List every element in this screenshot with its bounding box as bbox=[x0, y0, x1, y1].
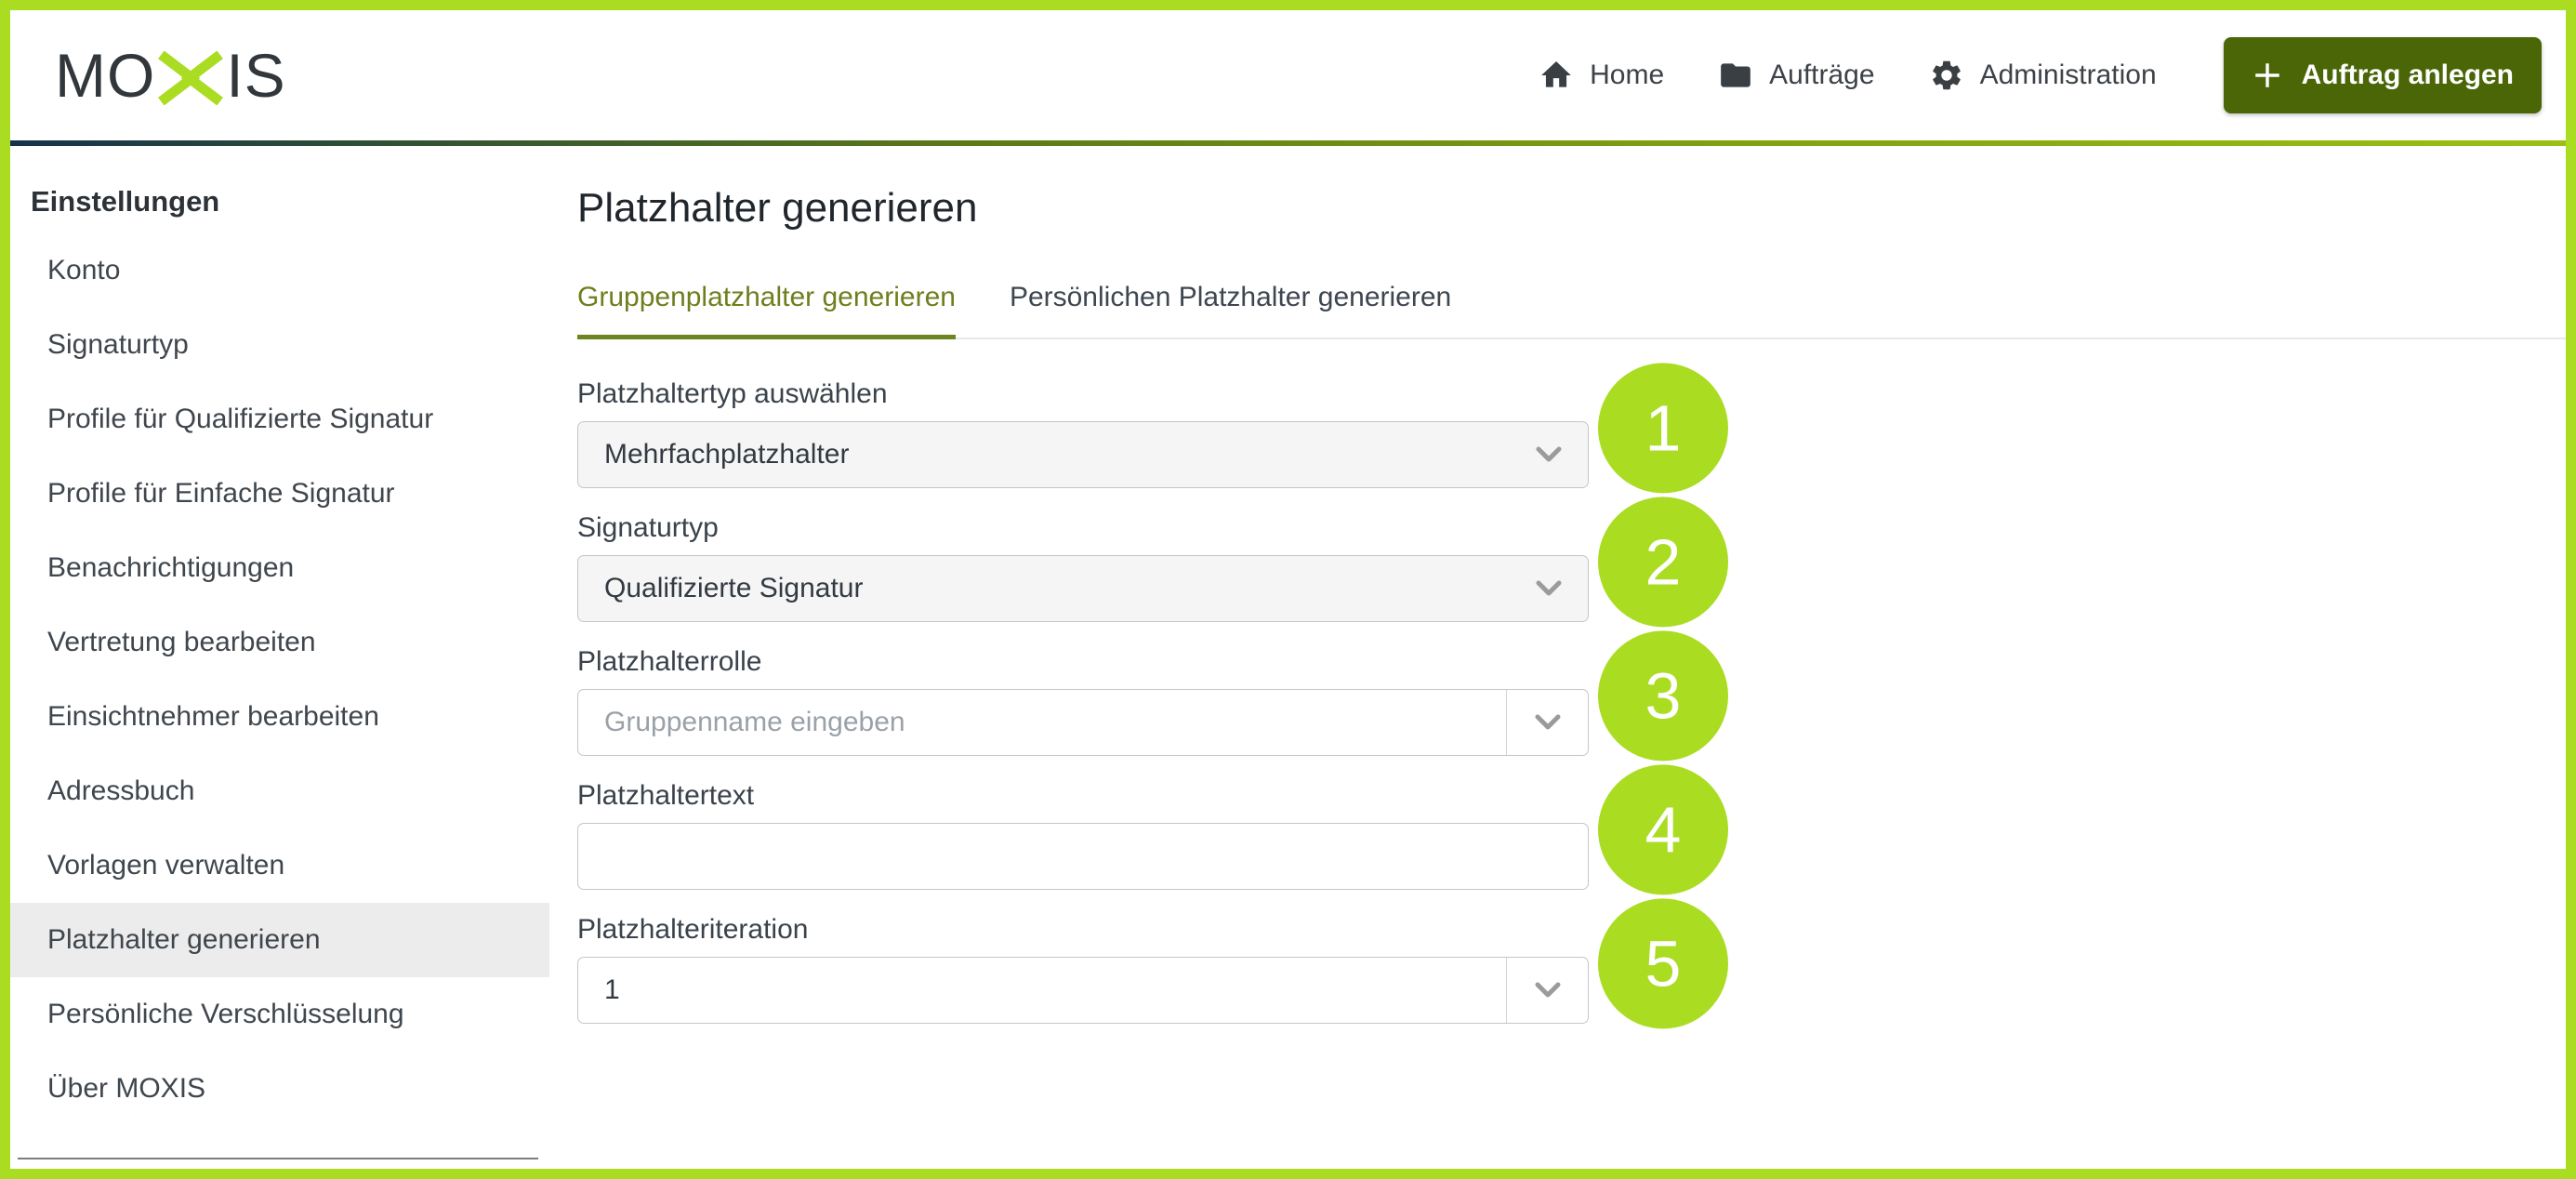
nav-label: Administration bbox=[1979, 60, 2157, 90]
create-order-button[interactable]: Auftrag anlegen bbox=[2223, 37, 2542, 113]
sidebar-item-profile-qualifizierte-signatur[interactable]: Profile für Qualifizierte Signatur bbox=[47, 404, 434, 434]
chevron-down-icon bbox=[1535, 714, 1560, 730]
combobox-caret-button[interactable] bbox=[1506, 690, 1588, 755]
field-signaturtyp: Signaturtyp Qualifizierte Signatur 2 bbox=[577, 497, 1728, 628]
header-gradient-divider bbox=[10, 140, 2566, 146]
sidebar-item-ueber-moxis[interactable]: Über MOXIS bbox=[47, 1073, 206, 1104]
logo-text-mo: MO bbox=[55, 41, 156, 110]
platzhaltertext-input[interactable] bbox=[577, 823, 1589, 890]
nav-item-auftraege[interactable]: Aufträge bbox=[1718, 58, 1875, 93]
sidebar-item-profile-einfache-signatur[interactable]: Profile für Einfache Signatur bbox=[47, 478, 395, 509]
selected-value: Mehrfachplatzhalter bbox=[604, 439, 850, 470]
sidebar-item-signaturtyp[interactable]: Signaturtyp bbox=[47, 329, 189, 360]
combobox-value: 1 bbox=[604, 974, 620, 1005]
tab-persoenlicher-platzhalter[interactable]: Persönlichen Platzhalter generieren bbox=[1009, 282, 1452, 312]
field-label: Platzhalterrolle bbox=[577, 646, 762, 677]
nav-item-administration[interactable]: Administration bbox=[1929, 58, 2157, 93]
moxis-logo[interactable]: MO IS bbox=[55, 40, 286, 111]
nav-label: Home bbox=[1590, 60, 1665, 90]
sidebar-bottom-divider bbox=[18, 1158, 538, 1159]
annotation-badge-5: 5 bbox=[1598, 898, 1728, 1029]
field-platzhalteriteration: Platzhalteriteration 1 5 bbox=[577, 898, 1728, 1029]
app-header: MO IS Home Aufträge Administration bbox=[10, 10, 2566, 140]
field-platzhalterrolle: Platzhalterrolle Gruppenname eingeben 3 bbox=[577, 630, 1728, 762]
sidebar-item-adressbuch[interactable]: Adressbuch bbox=[47, 775, 195, 806]
placeholder-form: Platzhaltertyp auswählen Mehrfachplatzha… bbox=[577, 363, 1728, 1029]
logo-text-is: IS bbox=[226, 41, 286, 110]
platzhaltertyp-select[interactable]: Mehrfachplatzhalter bbox=[577, 421, 1589, 488]
sidebar-title: Einstellungen bbox=[31, 185, 220, 218]
chevron-down-icon bbox=[1535, 982, 1560, 998]
sidebar-item-vertretung-bearbeiten[interactable]: Vertretung bearbeiten bbox=[47, 627, 316, 657]
annotation-badge-3: 3 bbox=[1598, 630, 1728, 762]
sidebar-item-platzhalter-generieren[interactable]: Platzhalter generieren bbox=[10, 903, 549, 977]
tab-bar: Gruppenplatzhalter generieren Persönlich… bbox=[577, 282, 2566, 339]
sidebar-item-einsichtnehmer-bearbeiten[interactable]: Einsichtnehmer bearbeiten bbox=[47, 701, 379, 732]
logo-x-icon bbox=[158, 51, 224, 105]
sidebar-list: Konto Signaturtyp Profile für Qualifizie… bbox=[10, 233, 549, 1126]
field-platzhaltertext: Platzhaltertext 4 bbox=[577, 764, 1728, 895]
sidebar-item-vorlagen-verwalten[interactable]: Vorlagen verwalten bbox=[47, 850, 285, 881]
annotation-badge-4: 4 bbox=[1598, 764, 1728, 895]
platzhalterrolle-combobox[interactable]: Gruppenname eingeben bbox=[577, 689, 1589, 756]
field-platzhaltertyp: Platzhaltertyp auswählen Mehrfachplatzha… bbox=[577, 363, 1728, 494]
field-label: Platzhaltertyp auswählen bbox=[577, 378, 888, 409]
nav-label: Aufträge bbox=[1769, 60, 1875, 90]
chevron-down-icon bbox=[1536, 446, 1562, 462]
gear-icon bbox=[1932, 60, 1961, 90]
platzhalteriteration-combobox[interactable]: 1 bbox=[577, 957, 1589, 1024]
field-label: Signaturtyp bbox=[577, 512, 719, 543]
annotation-badge-2: 2 bbox=[1598, 497, 1728, 628]
signaturtyp-select[interactable]: Qualifizierte Signatur bbox=[577, 555, 1589, 622]
combobox-caret-button[interactable] bbox=[1506, 958, 1588, 1023]
plus-icon bbox=[2254, 63, 2279, 87]
combobox-placeholder: Gruppenname eingeben bbox=[604, 707, 905, 737]
field-label: Platzhaltertext bbox=[577, 780, 755, 811]
settings-sidebar: Einstellungen Konto Signaturtyp Profile … bbox=[10, 146, 549, 1169]
folder-icon bbox=[1721, 63, 1750, 87]
tab-gruppenplatzhalter[interactable]: Gruppenplatzhalter generieren bbox=[577, 282, 956, 339]
home-icon bbox=[1541, 60, 1571, 87]
field-label: Platzhalteriteration bbox=[577, 914, 809, 945]
selected-value: Qualifizierte Signatur bbox=[604, 573, 864, 603]
chevron-down-icon bbox=[1536, 580, 1562, 596]
sidebar-item-persoenliche-verschluesselung[interactable]: Persönliche Verschlüsselung bbox=[47, 999, 404, 1029]
page-title: Platzhalter generieren bbox=[577, 185, 978, 231]
create-order-button-label: Auftrag anlegen bbox=[2301, 60, 2514, 90]
main-content: Platzhalter generieren Gruppenplatzhalte… bbox=[549, 146, 2566, 1169]
sidebar-item-benachrichtigungen[interactable]: Benachrichtigungen bbox=[47, 552, 295, 583]
sidebar-item-konto[interactable]: Konto bbox=[47, 255, 121, 285]
annotation-badge-1: 1 bbox=[1598, 363, 1728, 494]
main-nav: Home Aufträge Administration Auftrag anl… bbox=[1539, 37, 2542, 113]
nav-item-home[interactable]: Home bbox=[1539, 58, 1664, 93]
